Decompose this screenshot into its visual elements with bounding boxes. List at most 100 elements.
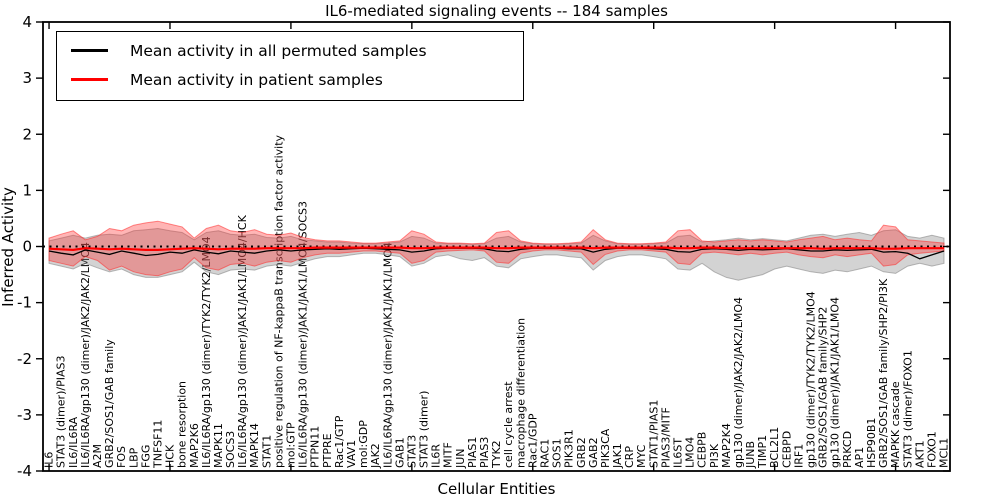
x-category-label: TIMP1 [756,435,769,469]
x-category-label: MCL1 [938,438,951,468]
legend-item-permuted: Mean activity in all permuted samples [71,36,523,65]
x-category-label: STAT3 (dimer)/FOXO1 [901,350,914,468]
y-tick-label: 0 [22,238,32,256]
x-category-label: PIK3R1 [563,429,576,468]
x-category-label: mol:GTP [285,422,298,468]
x-category-label: MAPKK cascade [889,381,902,468]
x-category-label: TYK2 [490,440,503,469]
x-category-label: VAV1 [345,440,358,468]
x-category-label: A2M [91,444,104,468]
x-category-label: SOCS3 [224,431,237,468]
x-category-label: HCK [164,444,177,468]
x-category-label: JAK2 [369,443,382,469]
x-category-label: STAT1/PIAS1 [647,400,660,468]
x-category-label: PTPRE [321,433,334,468]
x-category-label: MAPK14 [248,423,261,468]
x-category-labels: IL6 STAT3 (dimer)/PIAS3 IL6/IL6RA IL6/IL6RA… [43,134,951,469]
y-tick-label: 4 [22,13,32,31]
permuted-mean-line [48,247,945,260]
y-tick-label: -2 [17,350,32,368]
legend-label-patient: Mean activity in patient samples [130,70,383,89]
patient-mean-line [48,246,944,252]
x-category-label: MITF [442,442,455,468]
x-category-label: IL6/IL6RA/gp130 (dimer)/JAK2/JAK2/LMO4 [79,242,92,468]
x-category-label: PI3K [708,443,721,468]
x-category-label: PIAS3 [478,437,491,468]
x-category-label: cell cycle arrest [502,381,515,468]
x-category-label: GRB2/SOS1/GAB family/SHP2 [817,307,830,468]
y-tick-label: -4 [17,462,32,480]
x-category-label: STAT3 (dimer) [418,391,431,468]
x-category-label: FOXO1 [926,431,939,468]
x-category-label: MAP2K6 [188,423,201,468]
x-category-label: macrophage differentiation [514,318,527,468]
x-category-label: mol:GDP [357,420,370,468]
x-category-label: PRKCD [841,431,854,468]
x-category-label: AP1 [853,447,866,468]
x-category-label: IL6R [430,444,443,468]
x-category-label: IL6ST [672,438,685,468]
x-category-label: gp130 (dimer)/TYK2/TYK2/LMO4 [805,291,818,468]
x-category-label: positive regulation of NF-kappaB transcr… [272,134,285,468]
x-category-label: LMO4 [684,437,697,468]
legend-item-patient: Mean activity in patient samples [71,65,523,94]
x-category-label: bone resorption [176,381,189,468]
legend-label-permuted: Mean activity in all permuted samples [130,41,427,60]
x-category-label: PIK3CA [599,428,612,468]
x-category-label: SOS1 [551,438,564,468]
x-category-label: GAB2 [587,437,600,468]
y-tick-label: 1 [22,181,32,199]
x-category-label: Rac1/GTP [333,415,346,468]
x-category-label: GAB1 [393,437,406,468]
chart-title: IL6-mediated signaling events -- 184 sam… [325,2,668,20]
x-axis-label: Cellular Entities [438,480,556,498]
x-category-label: IL6/IL6RA/gp130 (dimer)/JAK1/JAK1/LMO4 [381,242,394,468]
x-category-label: Rac1/GDP [526,413,539,468]
x-category-label: TNFSF11 [152,420,165,469]
x-category-label: BCL2L1 [768,427,781,468]
x-category-label: CEBPB [696,432,709,468]
y-tick-labels: 4 3 2 1 0 -1 -2 -3 -4 [17,13,32,480]
x-category-label: PIAS3/MITF [659,407,672,468]
x-category-label: GRB2/SOS1/GAB family/SHP2/PI3K [877,278,890,468]
x-category-label: FOS [115,446,128,468]
x-category-label: JUN [454,448,467,469]
y-tick-label: -3 [17,406,32,424]
x-category-label: PIAS1 [466,437,479,468]
y-tick-label: -1 [17,294,32,312]
x-category-label: IL6/IL6RA [67,416,80,468]
x-category-label: GRB2/SOS1/GAB family [103,339,116,468]
y-tick-label: 2 [22,125,32,143]
x-category-label: IRF1 [792,444,805,468]
x-category-label: AKT1 [913,440,926,468]
y-tick-label: 3 [22,69,32,87]
x-category-label: RAC1 [539,439,552,468]
x-category-label: IL6 [43,452,56,468]
x-category-label: CRP [623,446,636,468]
x-category-label: GRB2 [575,437,588,468]
x-category-label: IL6/IL6RA/gp130 (dimer)/JAK1/JAK1/LMO4/H… [236,214,249,468]
x-category-label: STAT3 (dimer)/PIAS3 [55,356,68,468]
y-axis-label: Inferred Activity [0,187,17,307]
x-category-label: MYC [635,444,648,468]
x-category-label: STAT1 [260,435,273,468]
x-category-label: CEBPD [780,431,793,468]
x-category-label: MAPK11 [212,423,225,468]
x-category-label: gp130 (dimer)/JAK2/JAK2/LMO4 [732,297,745,468]
x-category-label: LBP [127,447,140,468]
legend-line-swatch-patient [71,78,108,81]
x-category-label: IL6/IL6RA/gp130 (dimer)/TYK2/TYK2/LMO4 [200,236,213,468]
legend: Mean activity in all permuted samples Me… [56,31,524,101]
x-category-label: FGG [139,445,152,468]
x-category-label: STAT3 [405,435,418,468]
x-category-label: MAP2K4 [720,423,733,468]
axis-ticks [36,21,950,472]
x-category-label: HSP90B1 [865,418,878,468]
x-category-label: IL6/IL6RA/gp130 (dimer)/JAK1/JAK1/LMO4/S… [297,201,310,468]
legend-line-swatch-permuted [71,49,108,52]
x-category-label: gp130 (dimer)/JAK1/JAK1/LMO4 [829,297,842,468]
x-category-label: JUNB [744,441,757,469]
x-category-label: PTPN11 [309,426,322,468]
